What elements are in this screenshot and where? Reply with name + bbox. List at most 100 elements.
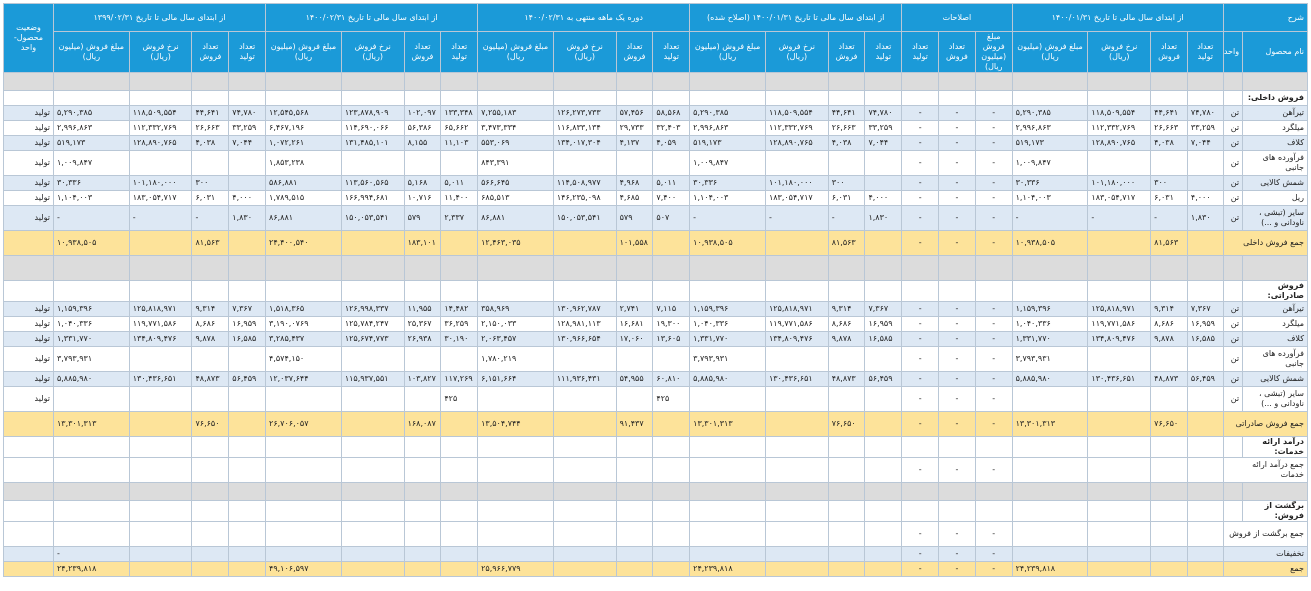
empty-cell bbox=[403, 90, 442, 106]
empty-cell bbox=[477, 72, 554, 91]
empty-cell bbox=[615, 500, 654, 522]
value-cell: ۷۴,۷۸۰ bbox=[864, 105, 903, 121]
adjustment-cell: - bbox=[938, 175, 976, 191]
empty-cell bbox=[403, 280, 442, 302]
product-name: میلگرد bbox=[1242, 120, 1308, 136]
table-row: شمش کالایی تن ۵۶,۴۵۹ ۴۸,۸۷۳ ۱۳۰,۴۳۶,۶۵۱ ۵,۸۸۵… bbox=[3, 371, 1308, 387]
empty-cell bbox=[652, 500, 691, 522]
value-cell: - bbox=[1150, 205, 1188, 231]
adjustment-cell: - bbox=[974, 205, 1013, 231]
empty-cell bbox=[52, 72, 130, 91]
value-cell bbox=[1150, 546, 1188, 562]
header-adj-qty-production: تعداد تولید bbox=[901, 31, 940, 73]
value-cell bbox=[228, 457, 267, 483]
value-cell bbox=[1186, 346, 1224, 372]
empty-cell bbox=[689, 255, 766, 281]
header-subrow: نام محصول واحد تعداد تولید تعداد فروش نرخ فر… bbox=[4, 31, 1308, 73]
empty-cell bbox=[1011, 90, 1089, 106]
empty-cell bbox=[615, 90, 654, 106]
value-cell bbox=[764, 561, 829, 577]
value-cell: ۵,۰۱۱ bbox=[440, 175, 479, 191]
value-cell: ۱۲,۵۴۵,۵۶۸ bbox=[265, 105, 342, 121]
value-cell: ۶,۴۶۷,۱۹۶ bbox=[265, 120, 342, 136]
empty-cell bbox=[128, 436, 193, 458]
value-cell bbox=[1087, 411, 1152, 437]
header-product-name: نام محصول bbox=[1242, 31, 1308, 73]
section-title: برگشت از فروش: bbox=[1242, 500, 1308, 522]
status-cell bbox=[3, 561, 54, 577]
header-status: وضعیت محصول-واحد bbox=[3, 3, 54, 73]
value-cell: ۲۴,۲۳۹,۸۱۸ bbox=[52, 561, 130, 577]
empty-cell bbox=[552, 255, 617, 281]
value-cell: ۸۱,۵۶۳ bbox=[827, 230, 866, 256]
value-cell bbox=[1186, 150, 1224, 176]
empty-cell bbox=[689, 482, 766, 501]
empty-cell bbox=[901, 72, 940, 91]
adjustment-cell: - bbox=[938, 346, 976, 372]
status-cell bbox=[3, 546, 54, 562]
value-cell bbox=[1150, 386, 1188, 412]
header-qty-sales: تعداد فروش bbox=[1150, 31, 1188, 73]
header-qty-production: تعداد تولید bbox=[228, 31, 267, 73]
status-cell: تولید bbox=[3, 120, 54, 136]
section-title: درآمد ارائه خدمات: bbox=[1242, 436, 1308, 458]
value-cell bbox=[1087, 386, 1152, 412]
empty-cell bbox=[764, 72, 829, 91]
value-cell: ۱۱۲,۳۳۲,۷۶۹ bbox=[128, 120, 193, 136]
empty-cell bbox=[864, 500, 903, 522]
unit-cell: تن bbox=[1222, 175, 1244, 191]
empty-cell bbox=[552, 90, 617, 106]
adjustment-cell: - bbox=[974, 230, 1013, 256]
value-cell: ۳۰,۳۳۶ bbox=[689, 175, 766, 191]
header-adj-amount: مبلغ فروش (میلیون ریال) bbox=[974, 31, 1013, 73]
value-cell: ۳۵۸,۹۶۹ bbox=[477, 301, 554, 317]
value-cell: ۴,۰۰۰ bbox=[228, 190, 267, 206]
header-group-3: دوره یک ماهه منتهی به ۱۴۰۰/۰۲/۳۱ bbox=[477, 3, 691, 32]
value-cell: ۳,۲۸۵,۴۳۷ bbox=[265, 331, 342, 347]
value-cell bbox=[764, 457, 829, 483]
value-cell: ۵,۰۱۱ bbox=[652, 175, 691, 191]
value-cell: ۱۵۰,۰۵۳,۵۴۱ bbox=[552, 205, 617, 231]
header-sales-rate: نرخ فروش (ریال) bbox=[128, 31, 193, 73]
value-cell: - bbox=[764, 205, 829, 231]
header-group-1: از ابتدای سال مالی تا تاریخ ۱۴۰۰/۰۱/۳۱ bbox=[1011, 3, 1224, 32]
value-cell: ۵۶,۴۵۹ bbox=[864, 371, 903, 387]
header-qty-production: تعداد تولید bbox=[1186, 31, 1224, 73]
value-cell bbox=[689, 546, 766, 562]
value-cell: ۱۶,۹۵۹ bbox=[228, 316, 267, 332]
empty-cell bbox=[974, 280, 1013, 302]
value-cell bbox=[403, 561, 442, 577]
value-cell bbox=[128, 386, 193, 412]
value-cell: ۵,۲۹۰,۳۸۵ bbox=[689, 105, 766, 121]
adjustment-cell: - bbox=[938, 521, 976, 547]
value-cell: ۷۶,۶۵۰ bbox=[1150, 411, 1188, 437]
value-cell: ۱۰,۹۳۸,۵۰۵ bbox=[1011, 230, 1089, 256]
value-cell: ۱۱۹,۷۷۱,۵۸۶ bbox=[764, 316, 829, 332]
value-cell: ۱,۰۰۹,۸۴۷ bbox=[689, 150, 766, 176]
empty-cell bbox=[864, 482, 903, 501]
unit-cell: تن bbox=[1222, 190, 1244, 206]
status-cell: تولید bbox=[3, 105, 54, 121]
adjustment-cell: - bbox=[901, 331, 940, 347]
header-description: شرح bbox=[1222, 3, 1309, 32]
value-cell: ۱۳,۶۰۵ bbox=[652, 331, 691, 347]
value-cell: ۳۳,۲۵۹ bbox=[1186, 120, 1224, 136]
adjustment-cell: - bbox=[938, 190, 976, 206]
value-cell bbox=[1087, 457, 1152, 483]
value-cell: ۳۳,۲۵۹ bbox=[864, 120, 903, 136]
value-cell bbox=[864, 561, 903, 577]
value-cell bbox=[265, 521, 342, 547]
value-cell: ۳۰۰ bbox=[827, 175, 866, 191]
value-cell: ۱,۰۷۲,۲۶۱ bbox=[265, 135, 342, 151]
value-cell: ۱,۰۴۰,۳۳۶ bbox=[1011, 316, 1089, 332]
value-cell: ۱۸۳,۱۰۱ bbox=[403, 230, 442, 256]
value-cell: ۳۶,۲۵۹ bbox=[440, 316, 479, 332]
value-cell: ۱۷,۰۶۰ bbox=[615, 331, 654, 347]
value-cell: ۲,۹۹۶,۸۶۳ bbox=[1011, 120, 1089, 136]
empty-cell bbox=[1087, 482, 1152, 501]
value-cell bbox=[403, 546, 442, 562]
sales-report: شرح از ابتدای سال مالی تا تاریخ ۱۴۰۰/۰۱/… bbox=[3, 3, 1309, 577]
empty-cell bbox=[901, 482, 940, 501]
header-sales-rate: نرخ فروش (ریال) bbox=[764, 31, 829, 73]
empty-cell bbox=[689, 72, 766, 91]
